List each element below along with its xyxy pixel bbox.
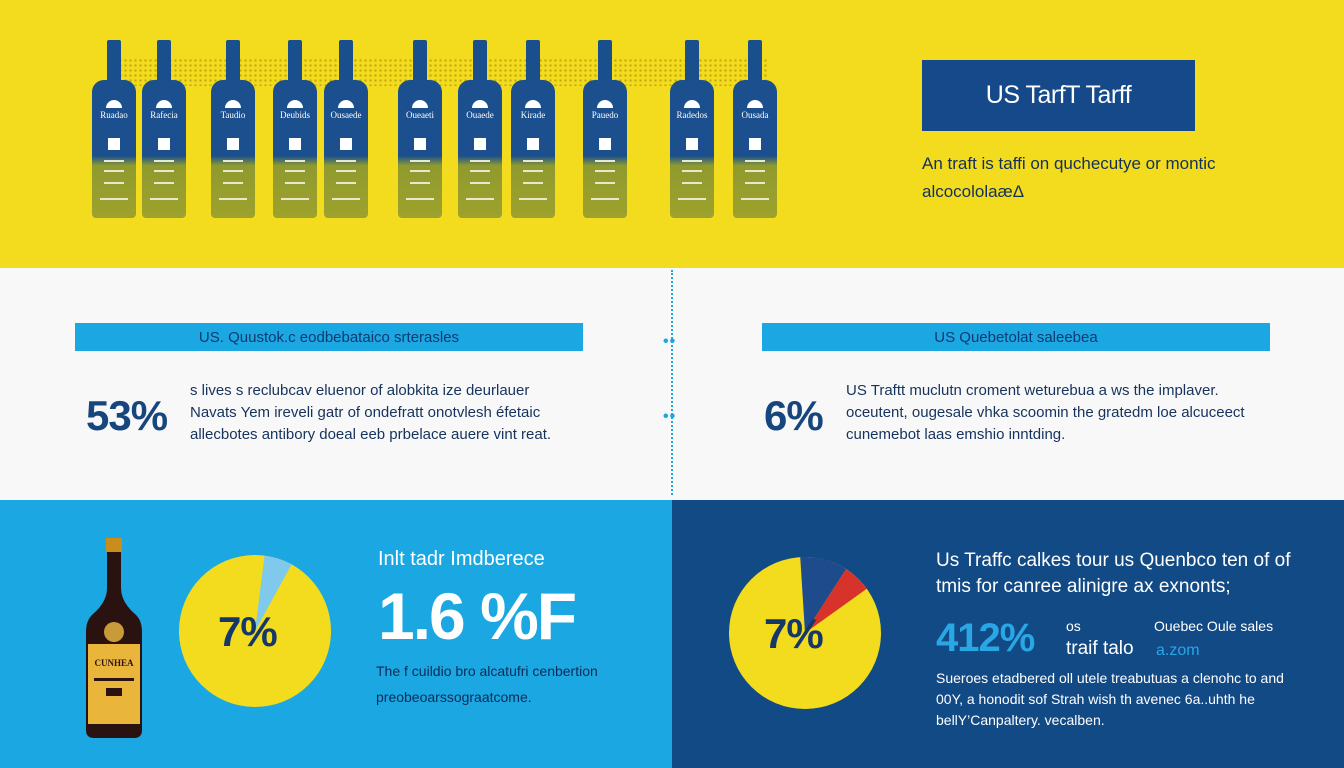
bottle-label: Ousaede	[330, 110, 362, 120]
section-divider	[671, 270, 673, 495]
right-pie-slice-navy	[800, 557, 847, 633]
bottom-right-body: Sueroes etadbered oll utele treabutuas a…	[936, 670, 1284, 728]
bottle-label: Taudio	[220, 110, 246, 120]
left-pie-value: 7%	[218, 608, 278, 655]
amount-label: a.zom	[1156, 642, 1200, 659]
wine-bottle-image: CUNHEA	[86, 538, 142, 738]
bottle-5: Ousaede	[324, 40, 368, 218]
left-stat: 53%	[86, 392, 168, 439]
bottle-label: Pauedo	[591, 110, 619, 120]
bottle-7: Ouaede	[458, 40, 502, 218]
bottle-label: Ouaede	[466, 110, 494, 120]
bottom-right-big-stat: 412%	[936, 616, 1035, 660]
divider-dots-top: ••	[663, 333, 677, 350]
bottle-3: Taudio	[211, 40, 255, 218]
bottle-2: Rafecia	[142, 40, 186, 218]
right-pie-slice-red	[805, 569, 867, 633]
right-stat-text: US Traftt muclutn croment weturebua a ws…	[846, 382, 1245, 443]
bottle-6: Oueaeti	[398, 40, 442, 218]
right-pie-value: 7%	[764, 610, 824, 657]
bottle-8: Kirade	[511, 40, 555, 218]
bottle-label-text: CUNHEA	[94, 658, 134, 668]
bottle-label: Ousada	[741, 110, 769, 120]
bottle-11: Ousada	[733, 40, 777, 218]
bottom-left-heading: Inlt tadr Imdberece	[378, 548, 545, 570]
page-title: US TarfT Tarff	[922, 60, 1195, 131]
bottle-label: Rafecia	[150, 110, 178, 120]
bottom-left-subtext: The f cuildio bro alcatufri cenbertion p…	[376, 663, 598, 705]
right-stat: 6%	[764, 392, 824, 439]
left-section-bar: US. Quustok.c eodbebataico srterasles	[75, 323, 583, 351]
bottom-right-heading: Us Traffc calkes tour us Quenbco ten of …	[936, 550, 1291, 597]
top-banner: Ruadao Rafecia Taudio Deubids Ousaede Oueaeti…	[0, 0, 1344, 268]
bottle-4: Deubids	[273, 40, 317, 218]
left-pie-chart	[179, 555, 331, 707]
bottle-label: Ruadao	[100, 110, 128, 120]
bottle-label: Radedos	[676, 110, 708, 120]
bottom-right-or: os	[1066, 618, 1081, 634]
bottle-label: Deubids	[280, 110, 310, 120]
bottle-9: Pauedo	[583, 40, 627, 218]
bottle-1: Ruadao	[92, 40, 136, 218]
bottle-10: Radedos	[670, 40, 714, 218]
bottom-left-big-stat: 1.6 %F	[378, 579, 577, 653]
right-pie-chart	[729, 557, 881, 709]
left-stat-text: s lives s reclubcav eluenor of alobkita …	[190, 382, 552, 443]
bottle-label: Kirade	[520, 110, 546, 120]
quebec-sales-label: Ouebec Oule sales	[1154, 618, 1274, 634]
left-pie-slice	[255, 555, 292, 631]
traif-label: traif talo	[1066, 638, 1134, 659]
title-description: An traft is taffi on quchecutye or monti…	[922, 154, 1216, 201]
divider-dots-bottom: ••	[663, 408, 677, 425]
bottle-label: Oueaeti	[406, 110, 434, 120]
right-section-bar: US Quebetolat saleebea	[762, 323, 1270, 351]
